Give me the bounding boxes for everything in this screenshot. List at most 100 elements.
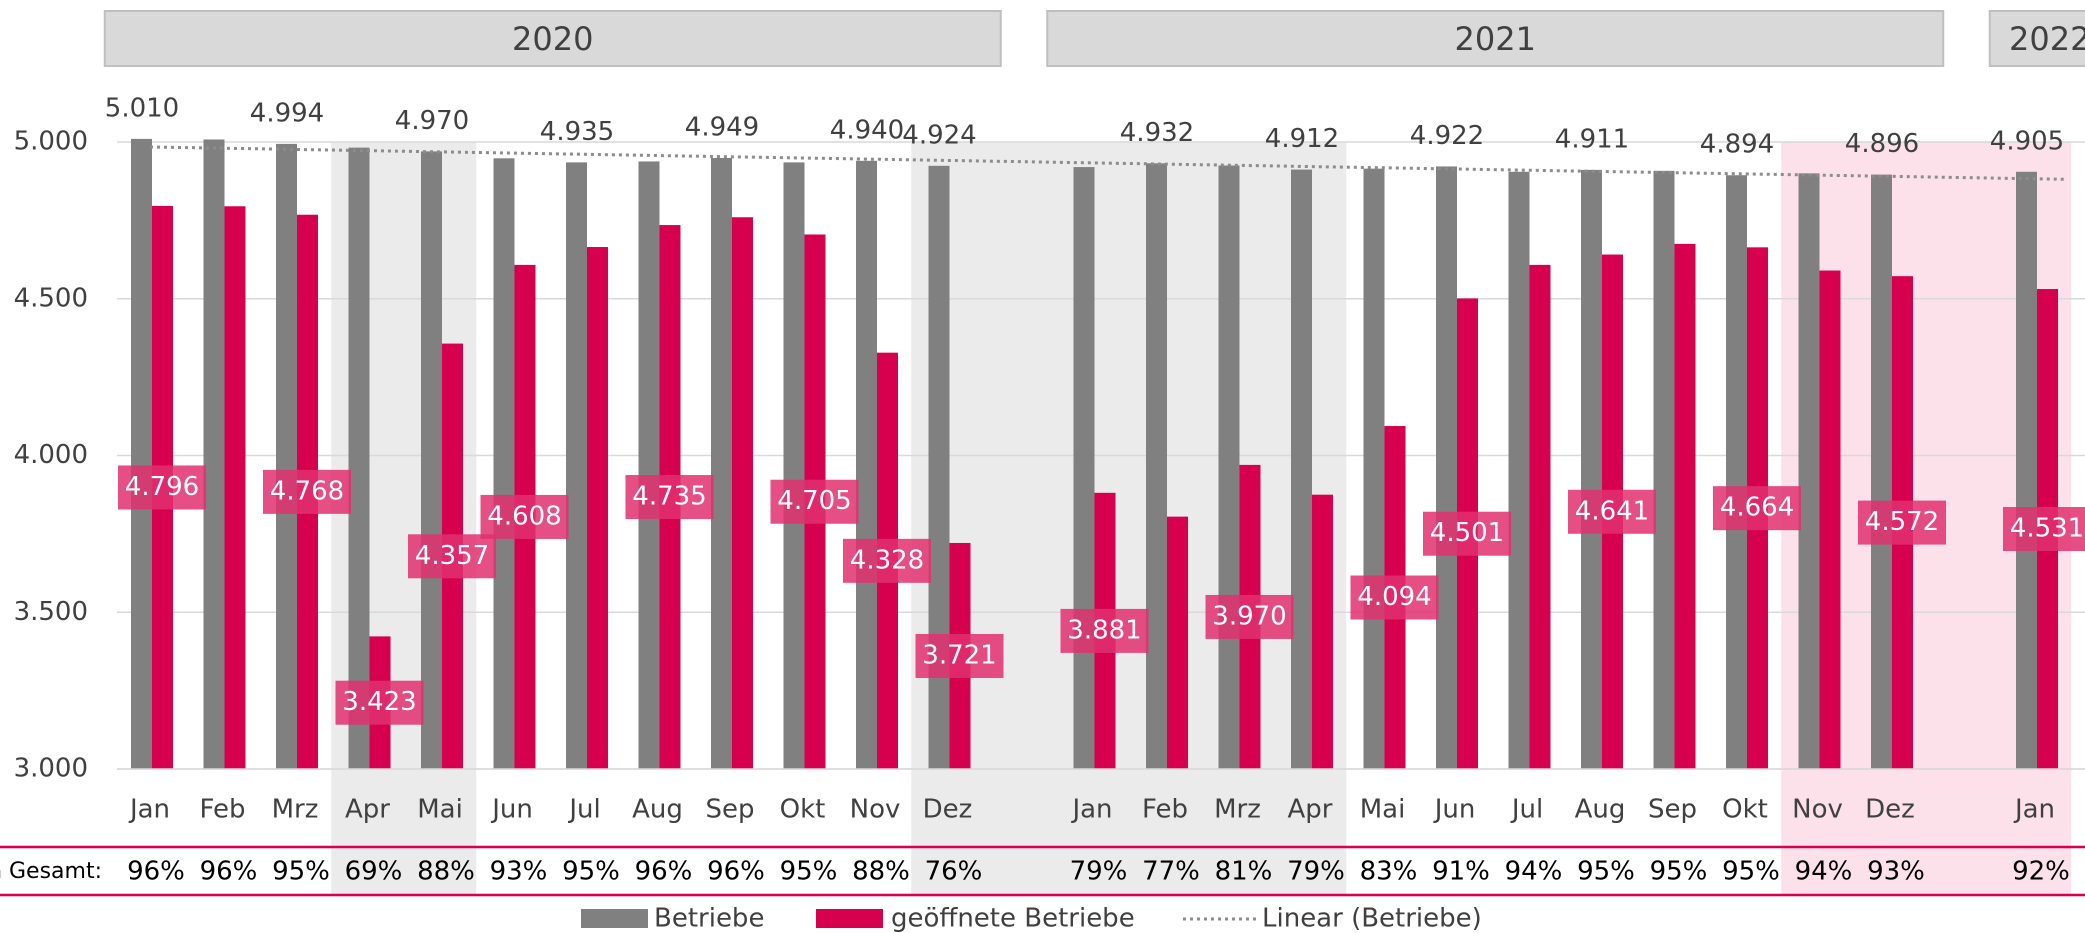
x-tick-label: Dez bbox=[923, 795, 973, 825]
value-label: 4.735 bbox=[632, 482, 706, 512]
share-label: 88% bbox=[417, 857, 475, 887]
value-label-box bbox=[408, 534, 496, 579]
value-label: 4.572 bbox=[1865, 507, 1939, 537]
bar bbox=[1167, 516, 1188, 769]
value-label: 4.922 bbox=[1410, 121, 1484, 151]
bar bbox=[131, 138, 152, 770]
legend-swatch bbox=[581, 909, 648, 928]
value-label: 4.608 bbox=[487, 501, 561, 531]
value-label: 4.935 bbox=[540, 117, 614, 147]
bar bbox=[928, 165, 950, 770]
value-label-box bbox=[625, 475, 714, 520]
value-label-box bbox=[480, 494, 569, 539]
x-tick-label: Jan bbox=[1070, 795, 1112, 825]
bar bbox=[783, 162, 805, 769]
share-label: 79% bbox=[1070, 857, 1128, 887]
bar bbox=[421, 151, 442, 769]
year-header bbox=[103, 10, 1002, 67]
value-label: 4.531 bbox=[2010, 514, 2084, 544]
row-label: n Gesamt: bbox=[0, 859, 102, 884]
value-label-box bbox=[1205, 594, 1294, 639]
share-label: 95% bbox=[1650, 857, 1708, 887]
x-tick-label: Feb bbox=[1142, 795, 1188, 825]
value-label: 4.641 bbox=[1575, 496, 1649, 526]
bar bbox=[203, 139, 225, 769]
value-label: 4.970 bbox=[395, 106, 469, 136]
value-label: 4.911 bbox=[1555, 124, 1629, 154]
x-tick-label: Sep bbox=[1648, 795, 1697, 825]
value-label: 4.896 bbox=[1845, 129, 1919, 159]
bar bbox=[276, 143, 297, 770]
x-tick-label: Okt bbox=[780, 795, 826, 825]
x-tick-label: Dez bbox=[1865, 795, 1915, 825]
value-label: 4.796 bbox=[125, 472, 199, 502]
x-tick-label: Aug bbox=[1575, 795, 1626, 825]
bar bbox=[1819, 270, 1841, 769]
value-label-box bbox=[263, 469, 351, 514]
value-label: 3.881 bbox=[1067, 615, 1141, 645]
x-tick-label: Jul bbox=[567, 795, 600, 825]
legend-label: geöffnete Betriebe bbox=[891, 904, 1135, 933]
value-label: 4.705 bbox=[777, 486, 851, 516]
y-tick-label: 3.000 bbox=[14, 754, 88, 784]
value-label: 4.768 bbox=[270, 476, 344, 506]
bar bbox=[1674, 243, 1696, 769]
share-label: 79% bbox=[1287, 857, 1345, 887]
bar bbox=[1218, 165, 1240, 769]
share-label: 96% bbox=[707, 857, 765, 887]
value-label: 4.932 bbox=[1120, 118, 1194, 148]
share-label: 96% bbox=[200, 857, 258, 887]
bar bbox=[732, 217, 753, 770]
bar bbox=[224, 206, 246, 769]
value-label-box bbox=[1350, 575, 1439, 620]
bar bbox=[1073, 167, 1095, 769]
value-label: 4.894 bbox=[1700, 130, 1774, 160]
value-label: 5.010 bbox=[105, 93, 179, 123]
y-tick-label: 4.000 bbox=[14, 440, 88, 470]
bar bbox=[1529, 264, 1551, 769]
value-label: 4.357 bbox=[415, 541, 489, 571]
x-tick-label: Apr bbox=[1288, 795, 1333, 825]
share-label: 96% bbox=[127, 857, 185, 887]
value-label: 3.970 bbox=[1212, 601, 1286, 631]
value-label-box bbox=[1060, 608, 1149, 653]
x-tick-label: Aug bbox=[632, 795, 683, 825]
legend-swatch bbox=[816, 909, 883, 928]
bar bbox=[711, 157, 732, 769]
period-shade bbox=[911, 142, 1347, 895]
trendline bbox=[149, 145, 2066, 181]
x-tick-label: Nov bbox=[850, 795, 901, 825]
value-label: 4.912 bbox=[1265, 124, 1339, 154]
x-tick-label: Mai bbox=[1360, 795, 1406, 825]
share-label: 88% bbox=[852, 857, 910, 887]
share-label: 94% bbox=[1795, 857, 1853, 887]
legend-label: Betriebe bbox=[654, 904, 764, 933]
year-label: 2022 bbox=[2009, 20, 2085, 58]
value-label: 4.328 bbox=[850, 545, 924, 575]
share-label: 76% bbox=[925, 857, 983, 887]
value-label: 4.949 bbox=[685, 112, 759, 142]
y-tick-label: 5.000 bbox=[14, 127, 88, 157]
share-label: 69% bbox=[345, 857, 403, 887]
bar bbox=[587, 247, 608, 769]
value-label-box bbox=[1568, 489, 1656, 534]
bar bbox=[1798, 173, 1820, 770]
x-tick-label: Sep bbox=[705, 795, 754, 825]
value-label-box bbox=[1713, 486, 1801, 531]
bar bbox=[1146, 163, 1167, 769]
bar bbox=[1871, 174, 1892, 769]
value-label: 4.094 bbox=[1357, 582, 1431, 612]
year-label: 2021 bbox=[1455, 20, 1536, 58]
bar bbox=[493, 158, 515, 769]
share-label: 95% bbox=[780, 857, 838, 887]
x-tick-label: Mrz bbox=[272, 795, 319, 825]
share-label: 81% bbox=[1215, 857, 1273, 887]
x-tick-label: Jun bbox=[1433, 795, 1476, 825]
share-label: 91% bbox=[1432, 857, 1490, 887]
value-label-box bbox=[1423, 511, 1511, 556]
share-label: 93% bbox=[490, 857, 548, 887]
x-tick-label: Nov bbox=[1792, 795, 1843, 825]
y-tick-label: 3.500 bbox=[14, 597, 88, 627]
bar bbox=[1581, 169, 1602, 770]
share-label: 95% bbox=[1722, 857, 1780, 887]
